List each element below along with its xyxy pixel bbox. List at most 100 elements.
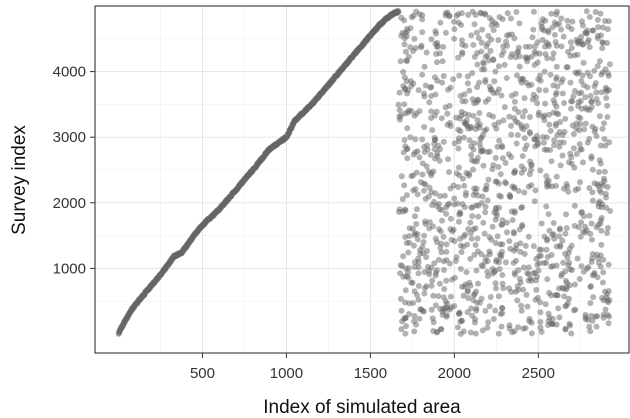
data-point (507, 193, 514, 200)
data-point (558, 273, 565, 280)
data-point (455, 183, 462, 190)
data-point (502, 259, 509, 266)
data-point (420, 239, 427, 246)
data-point (587, 300, 594, 307)
data-point (481, 230, 488, 237)
data-point (483, 126, 490, 133)
data-point (451, 18, 458, 25)
data-point (558, 26, 565, 33)
data-point (545, 41, 552, 48)
data-point (462, 231, 469, 238)
data-point (578, 34, 585, 41)
data-point (461, 91, 468, 98)
data-point (518, 204, 525, 211)
data-point (421, 123, 428, 130)
data-point (516, 63, 523, 70)
grid-lines (95, 6, 629, 353)
data-point (513, 257, 520, 264)
data-point (499, 280, 506, 287)
data-point (537, 167, 544, 174)
data-point (595, 24, 602, 31)
y-tick-label: 3000 (53, 129, 86, 146)
data-point (553, 173, 560, 180)
data-point (495, 37, 502, 44)
data-point (400, 273, 407, 280)
data-point (418, 42, 425, 49)
data-point (514, 297, 521, 304)
data-point (543, 246, 550, 253)
data-point (478, 48, 485, 55)
data-point (511, 35, 518, 42)
data-point (451, 303, 458, 310)
data-point (605, 73, 612, 79)
data-point (450, 76, 457, 83)
data-point (553, 103, 560, 110)
data-point (553, 243, 560, 250)
data-point (515, 44, 522, 51)
data-point (506, 113, 513, 120)
data-point (522, 242, 529, 249)
data-point (458, 21, 465, 28)
data-point (401, 74, 408, 81)
data-point (470, 297, 477, 304)
data-point (408, 14, 415, 21)
data-point (568, 26, 575, 33)
data-point (403, 323, 410, 330)
data-point (599, 69, 606, 76)
data-point (532, 296, 539, 303)
data-point (604, 230, 611, 237)
data-point (426, 99, 433, 106)
data-point (495, 293, 502, 300)
data-point (499, 144, 506, 151)
data-point (474, 84, 481, 91)
data-point (473, 307, 480, 314)
data-point (438, 115, 445, 122)
data-point (540, 139, 547, 146)
x-tick-label: 1500 (354, 365, 387, 382)
data-point (504, 10, 511, 17)
data-point (493, 125, 500, 132)
data-point (398, 14, 405, 21)
data-point (529, 34, 536, 41)
data-point (419, 71, 426, 78)
data-point (600, 256, 607, 263)
data-point (398, 173, 405, 180)
data-point (479, 327, 486, 334)
data-point (424, 146, 431, 153)
data-point (455, 164, 462, 171)
x-axis-title: Index of simulated area (263, 397, 461, 418)
data-point (574, 51, 581, 58)
data-point (487, 47, 494, 54)
data-point (598, 180, 605, 187)
data-point (474, 235, 481, 242)
data-point (567, 39, 574, 46)
data-point (595, 221, 602, 228)
data-point (517, 279, 524, 286)
x-tick-label: 2000 (438, 365, 471, 382)
data-point (553, 262, 560, 269)
data-point (431, 140, 438, 147)
data-point (413, 221, 420, 228)
data-point (566, 245, 573, 252)
data-point (591, 269, 598, 276)
data-point (562, 325, 569, 332)
data-point (528, 182, 535, 189)
data-point (588, 236, 595, 243)
data-point (571, 202, 578, 209)
data-point (454, 200, 461, 207)
data-point (604, 224, 611, 231)
data-point (419, 160, 426, 167)
data-point (492, 307, 499, 314)
data-point (459, 49, 466, 56)
data-point (407, 134, 414, 141)
plot-panel-border (94, 5, 630, 354)
data-point (536, 260, 543, 267)
data-point (420, 180, 427, 187)
data-point (565, 295, 572, 302)
data-point (599, 45, 606, 52)
data-point (484, 324, 491, 331)
data-point (512, 167, 519, 174)
data-point (482, 203, 489, 210)
data-point (439, 79, 446, 86)
data-point (562, 250, 569, 257)
